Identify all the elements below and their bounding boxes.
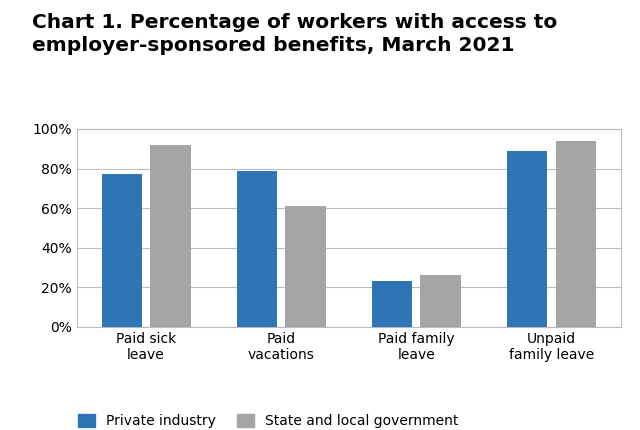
- Bar: [556, 141, 596, 327]
- Bar: [372, 281, 412, 327]
- Bar: [420, 275, 461, 327]
- Legend: Private industry, State and local government: Private industry, State and local govern…: [73, 409, 463, 430]
- Bar: [237, 171, 277, 327]
- Text: Chart 1. Percentage of workers with access to
employer-sponsored benefits, March: Chart 1. Percentage of workers with acce…: [32, 13, 557, 55]
- Bar: [150, 145, 191, 327]
- Bar: [102, 175, 142, 327]
- Bar: [507, 151, 547, 327]
- Bar: [285, 206, 326, 327]
